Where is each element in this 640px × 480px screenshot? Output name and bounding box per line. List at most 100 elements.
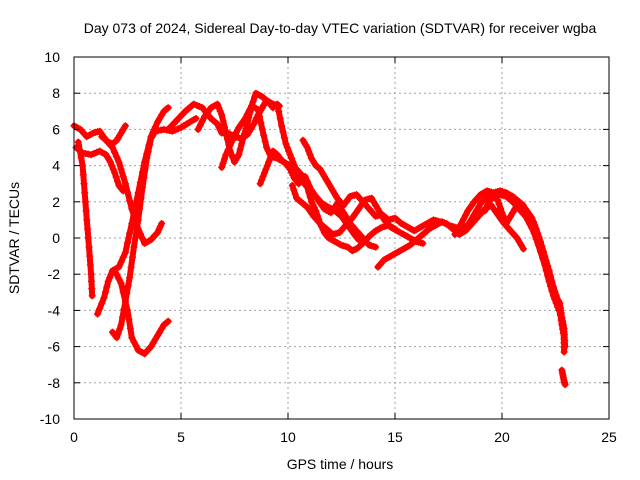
series-track-17 bbox=[481, 192, 569, 351]
data-point bbox=[86, 252, 94, 260]
data-point bbox=[263, 162, 271, 170]
data-point bbox=[115, 263, 123, 271]
data-point bbox=[119, 173, 127, 180]
data-point bbox=[306, 151, 314, 159]
data-point bbox=[288, 182, 296, 189]
data-point bbox=[246, 106, 253, 114]
data-point bbox=[239, 134, 247, 142]
data-point bbox=[140, 174, 148, 182]
data-point bbox=[283, 144, 291, 151]
data-point bbox=[470, 211, 478, 218]
series-line bbox=[274, 101, 398, 254]
data-point bbox=[126, 229, 134, 237]
data-point bbox=[101, 288, 109, 296]
x-axis-label: GPS time / hours bbox=[287, 456, 394, 472]
data-point bbox=[518, 200, 526, 208]
x-tick-label: 20 bbox=[494, 429, 510, 445]
data-point bbox=[305, 188, 313, 196]
data-point bbox=[106, 274, 114, 282]
data-point bbox=[289, 158, 297, 166]
data-point bbox=[154, 332, 161, 340]
data-point bbox=[124, 239, 131, 247]
data-point bbox=[137, 194, 145, 202]
data-point bbox=[303, 183, 311, 191]
data-point bbox=[219, 159, 227, 167]
data-point bbox=[466, 218, 474, 226]
data-point bbox=[111, 148, 119, 156]
data-point bbox=[79, 162, 87, 170]
data-point bbox=[258, 125, 266, 133]
data-point bbox=[221, 155, 228, 163]
data-point bbox=[84, 234, 92, 242]
data-point bbox=[310, 204, 318, 212]
data-point bbox=[242, 125, 250, 133]
data-point bbox=[368, 194, 375, 202]
data-point bbox=[88, 285, 96, 293]
data-point bbox=[144, 148, 152, 156]
data-point bbox=[139, 183, 146, 191]
data-point bbox=[111, 169, 119, 177]
data-point bbox=[100, 294, 108, 302]
data-point bbox=[524, 216, 532, 224]
y-tick-label: 8 bbox=[52, 85, 60, 101]
data-point bbox=[128, 220, 136, 227]
data-point bbox=[495, 200, 503, 208]
data-point bbox=[222, 151, 230, 159]
data-point bbox=[158, 325, 166, 332]
x-tick-label: 0 bbox=[70, 429, 78, 445]
series-track-6 bbox=[111, 267, 172, 358]
data-point bbox=[241, 130, 248, 138]
y-tick-label: -4 bbox=[48, 302, 61, 318]
y-tick-label: 0 bbox=[52, 230, 60, 246]
series-track-4 bbox=[94, 104, 172, 318]
data-point bbox=[290, 162, 298, 170]
data-point bbox=[521, 206, 529, 214]
data-point bbox=[549, 285, 557, 293]
data-point bbox=[156, 115, 164, 122]
data-point bbox=[308, 198, 315, 206]
data-point bbox=[109, 165, 117, 173]
data-point bbox=[560, 325, 568, 332]
y-tick-label: -10 bbox=[40, 411, 60, 427]
data-point bbox=[235, 151, 243, 159]
data-point bbox=[560, 348, 568, 356]
data-point bbox=[117, 165, 125, 173]
data-point bbox=[115, 158, 123, 166]
series-track-11 bbox=[256, 147, 380, 251]
data-point bbox=[238, 140, 246, 148]
data-point bbox=[222, 129, 230, 137]
data-point bbox=[504, 216, 512, 224]
data-point bbox=[80, 180, 88, 188]
data-point bbox=[315, 164, 323, 172]
data-point bbox=[295, 197, 303, 205]
data-point bbox=[114, 329, 122, 337]
data-point bbox=[130, 243, 138, 251]
data-point bbox=[243, 110, 251, 118]
data-point bbox=[128, 334, 136, 342]
data-point bbox=[154, 229, 161, 237]
data-point bbox=[265, 158, 273, 166]
data-point bbox=[76, 146, 84, 154]
data-point bbox=[492, 195, 500, 203]
data-point bbox=[108, 162, 116, 170]
data-point bbox=[468, 214, 476, 222]
data-point bbox=[498, 209, 506, 217]
y-tick-label: -2 bbox=[48, 266, 61, 282]
data-point bbox=[218, 163, 226, 171]
data-point bbox=[276, 115, 284, 122]
data-point bbox=[260, 131, 268, 139]
data-point bbox=[116, 325, 124, 333]
y-tick-label: 4 bbox=[52, 158, 60, 174]
data-point bbox=[261, 138, 269, 145]
data-point bbox=[457, 220, 465, 227]
data-point bbox=[464, 221, 472, 229]
data-point bbox=[460, 215, 467, 223]
data-point bbox=[372, 201, 380, 209]
data-point bbox=[119, 187, 127, 195]
data-point bbox=[98, 299, 106, 307]
data-point bbox=[218, 111, 226, 119]
data-point bbox=[275, 107, 283, 115]
data-point bbox=[482, 204, 490, 212]
series-track-12 bbox=[273, 100, 399, 255]
data-point bbox=[263, 144, 271, 151]
